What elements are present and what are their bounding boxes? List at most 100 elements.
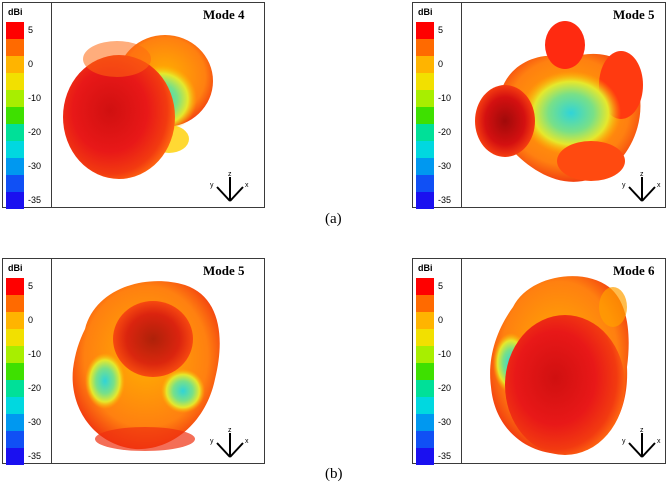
colorbar-swatch — [6, 107, 24, 124]
x-axis-label: x — [657, 182, 661, 189]
colorbar-tick-label: 5 — [28, 25, 34, 35]
colorbar-swatch — [416, 73, 434, 90]
colorbar-unit: dBi — [418, 7, 433, 17]
colorbar-tick-label: 0 — [438, 315, 444, 325]
colorbar-swatch — [6, 124, 24, 141]
colorbar-swatch — [6, 397, 24, 414]
colorbar-swatch — [6, 175, 24, 192]
caption-a: (a) — [325, 211, 342, 227]
colorbar-swatch — [6, 90, 24, 107]
colorbar-tick-label: -35 — [438, 451, 452, 461]
x-axis-label: x — [245, 182, 249, 189]
colorbar-swatch — [416, 107, 434, 124]
colorbar-tick-label: -30 — [438, 161, 452, 171]
colorbar-swatch — [6, 141, 24, 158]
y-axis-label: y — [210, 438, 214, 445]
colorbar-tick-label: -10 — [28, 349, 42, 359]
colorbar: dBi 5 0 -10 -20 -30 -35 — [413, 3, 462, 209]
colorbar-swatch — [416, 278, 434, 295]
colorbar-swatch — [416, 380, 434, 397]
caption-b: (b) — [325, 466, 343, 482]
z-axis-label: z — [640, 427, 644, 434]
colorbar-swatch — [6, 414, 24, 431]
y-axis-label: y — [210, 182, 214, 189]
colorbar-swatch — [416, 414, 434, 431]
colorbar-swatch — [6, 158, 24, 175]
colorbar-swatch — [6, 329, 24, 346]
radiation-pattern-3d — [63, 35, 213, 179]
colorbar-unit: dBi — [8, 7, 23, 17]
pattern-panel-mode-4: dBi 5 0 -10 -20 -30 -35 Mode 4 z y x — [2, 2, 265, 209]
radiation-pattern-3d — [490, 276, 629, 455]
colorbar: dBi 5 0 -10 -20 -30 -35 — [3, 3, 52, 209]
colorbar-tick-label: -35 — [28, 195, 42, 205]
colorbar: dBi 5 0 -10 -20 -30 -35 — [3, 259, 52, 465]
colorbar-tick-label: -30 — [438, 417, 452, 427]
colorbar-swatch — [416, 124, 434, 141]
colorbar-swatch — [6, 380, 24, 397]
colorbar-tick-label: 5 — [438, 281, 444, 291]
colorbar-tick-label: -30 — [28, 161, 42, 171]
mode-title: Mode 5 — [613, 7, 655, 22]
z-axis-label: z — [228, 427, 232, 434]
radiation-pattern-3d — [475, 21, 643, 182]
colorbar-tick-label: -35 — [28, 451, 42, 461]
x-axis-label: x — [245, 438, 249, 445]
colorbar-unit: dBi — [8, 263, 23, 273]
colorbar-tick-label: 5 — [438, 25, 444, 35]
mode-title: Mode 5 — [203, 263, 245, 278]
colorbar-tick-label: 5 — [28, 281, 34, 291]
colorbar-swatch — [416, 346, 434, 363]
z-axis-label: z — [640, 171, 644, 178]
colorbar-swatch — [416, 363, 434, 380]
colorbar-tick-label: -10 — [28, 93, 42, 103]
y-axis-label: y — [622, 438, 626, 445]
colorbar-swatch — [6, 346, 24, 363]
colorbar-swatch — [416, 295, 434, 312]
x-axis-label: x — [657, 438, 661, 445]
colorbar-swatch — [6, 73, 24, 90]
radiation-pattern-3d — [72, 281, 220, 451]
colorbar-swatch — [6, 56, 24, 73]
colorbar-swatch — [416, 56, 434, 73]
colorbar-swatch — [416, 90, 434, 107]
colorbar-tick-label: -30 — [28, 417, 42, 427]
colorbar-swatch — [416, 448, 434, 465]
colorbar-tick-label: 0 — [28, 315, 34, 325]
colorbar-swatch — [6, 431, 24, 448]
colorbar-unit: dBi — [418, 263, 433, 273]
coordinate-axes: z y x — [210, 171, 249, 202]
colorbar-tick-label: -35 — [438, 195, 452, 205]
colorbar-swatch — [416, 397, 434, 414]
colorbar-swatch — [6, 192, 24, 209]
colorbar-swatch — [416, 141, 434, 158]
colorbar-swatch — [6, 39, 24, 56]
z-axis-label: z — [228, 171, 232, 178]
colorbar-swatch — [416, 329, 434, 346]
colorbar-swatch — [6, 22, 24, 39]
colorbar-tick-label: 0 — [28, 59, 34, 69]
colorbar-tick-label: -10 — [438, 93, 452, 103]
colorbar-tick-label: -20 — [28, 127, 42, 137]
colorbar-tick-label: -20 — [438, 383, 452, 393]
coordinate-axes: z y x — [210, 427, 249, 458]
colorbar-swatch — [6, 312, 24, 329]
pattern-panel-mode-5-b: dBi 5 0 -10 -20 -30 -35 Mode 5 z y x — [2, 258, 265, 465]
colorbar-tick-label: -10 — [438, 349, 452, 359]
colorbar-swatch — [6, 363, 24, 380]
pattern-panel-mode-6: dBi 5 0 -10 -20 -30 -35 Mode 6 z y x — [412, 258, 666, 465]
coordinate-axes: z y x — [622, 427, 661, 458]
mode-title: Mode 6 — [613, 263, 655, 278]
colorbar-swatch — [6, 448, 24, 465]
colorbar-tick-label: 0 — [438, 59, 444, 69]
colorbar-swatch — [6, 278, 24, 295]
colorbar: dBi 5 0 -10 -20 -30 -35 — [413, 259, 462, 465]
mode-title: Mode 4 — [203, 7, 245, 22]
colorbar-swatch — [6, 295, 24, 312]
pattern-panel-mode-5-a: dBi 5 0 -10 -20 -30 -35 Mode 5 z y x — [412, 2, 666, 209]
colorbar-swatch — [416, 158, 434, 175]
colorbar-swatch — [416, 431, 434, 448]
colorbar-swatch — [416, 175, 434, 192]
colorbar-swatch — [416, 192, 434, 209]
colorbar-swatch — [416, 22, 434, 39]
